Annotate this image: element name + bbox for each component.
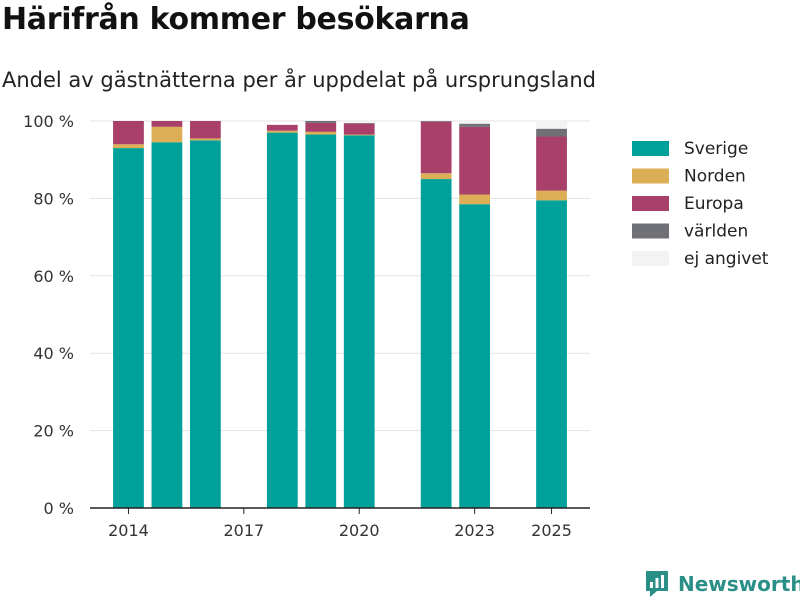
bar-segment [459, 126, 490, 195]
legend-swatch [632, 251, 669, 266]
bar-segment [151, 121, 183, 127]
legend: Sverige Norden Europa världen ej angivet [632, 139, 769, 269]
bar-segment [113, 144, 144, 149]
bar-segment [190, 138, 221, 141]
bar-segment [190, 140, 221, 508]
bar-segment [536, 190, 567, 201]
bar-segment [266, 132, 298, 509]
bar-segment [420, 179, 452, 509]
chart-title: Härifrån kommer besökarna [2, 2, 470, 37]
bar-segment [266, 130, 298, 133]
x-tick-label: 2020 [339, 521, 380, 540]
bar-segment [266, 124, 298, 131]
bar-segment [151, 126, 183, 143]
bars [113, 121, 567, 509]
bar-segment [343, 123, 375, 135]
legend-label: Norden [684, 167, 746, 187]
bar-segment [459, 123, 490, 127]
legend-swatch [632, 168, 669, 184]
bar-segment [343, 135, 375, 508]
bar-segment [305, 121, 337, 123]
x-axis-ticks: 2014 2017 2020 2023 2025 [90, 507, 590, 540]
newsworthy-logo-icon [646, 571, 668, 597]
x-tick-label: 2014 [108, 521, 149, 540]
y-tick-label: 60 % [33, 267, 74, 286]
bar-segment [343, 122, 375, 124]
y-tick-label: 80 % [33, 189, 74, 208]
bar-segment [420, 173, 452, 180]
bar-segment [305, 134, 337, 509]
bar-segment [151, 142, 183, 508]
x-tick-label: 2017 [223, 521, 264, 540]
y-tick-label: 40 % [33, 344, 74, 363]
chart-subtitle: Andel av gästnätterna per år uppdelat på… [2, 68, 596, 92]
bar-segment [305, 122, 337, 132]
bar-segment [190, 121, 221, 139]
bar-segment [113, 121, 144, 145]
bar-segment [343, 134, 375, 136]
legend-label: ej angivet [684, 249, 769, 269]
legend-swatch [632, 223, 669, 239]
legend-label: Sverige [684, 139, 748, 159]
bar-segment [420, 121, 452, 122]
bar-segment [420, 121, 452, 174]
bar-segment [113, 148, 144, 508]
legend-swatch [632, 196, 669, 211]
legend-swatch [632, 141, 669, 156]
x-tick-label: 2025 [531, 521, 572, 540]
x-tick-label: 2023 [454, 521, 495, 540]
bar-segment [459, 194, 490, 205]
legend-label: världen [684, 222, 748, 242]
bar-segment [459, 204, 490, 508]
y-tick-label: 0 % [44, 499, 74, 518]
bar-segment [536, 128, 567, 137]
bar-segment [305, 131, 337, 135]
bar-segment [536, 200, 567, 508]
y-tick-label: 20 % [33, 422, 74, 441]
y-axis-ticks: 0 % 20 % 40 % 60 % 80 % 100 % [23, 112, 74, 518]
y-tick-label: 100 % [23, 112, 74, 131]
brand-name: Newsworthy [678, 572, 800, 596]
legend-label: Europa [684, 194, 744, 214]
bar-segment [459, 121, 490, 124]
bar-segment [536, 136, 567, 191]
bar-segment [536, 121, 567, 129]
newsworthy-logo: Newsworthy [644, 568, 800, 600]
